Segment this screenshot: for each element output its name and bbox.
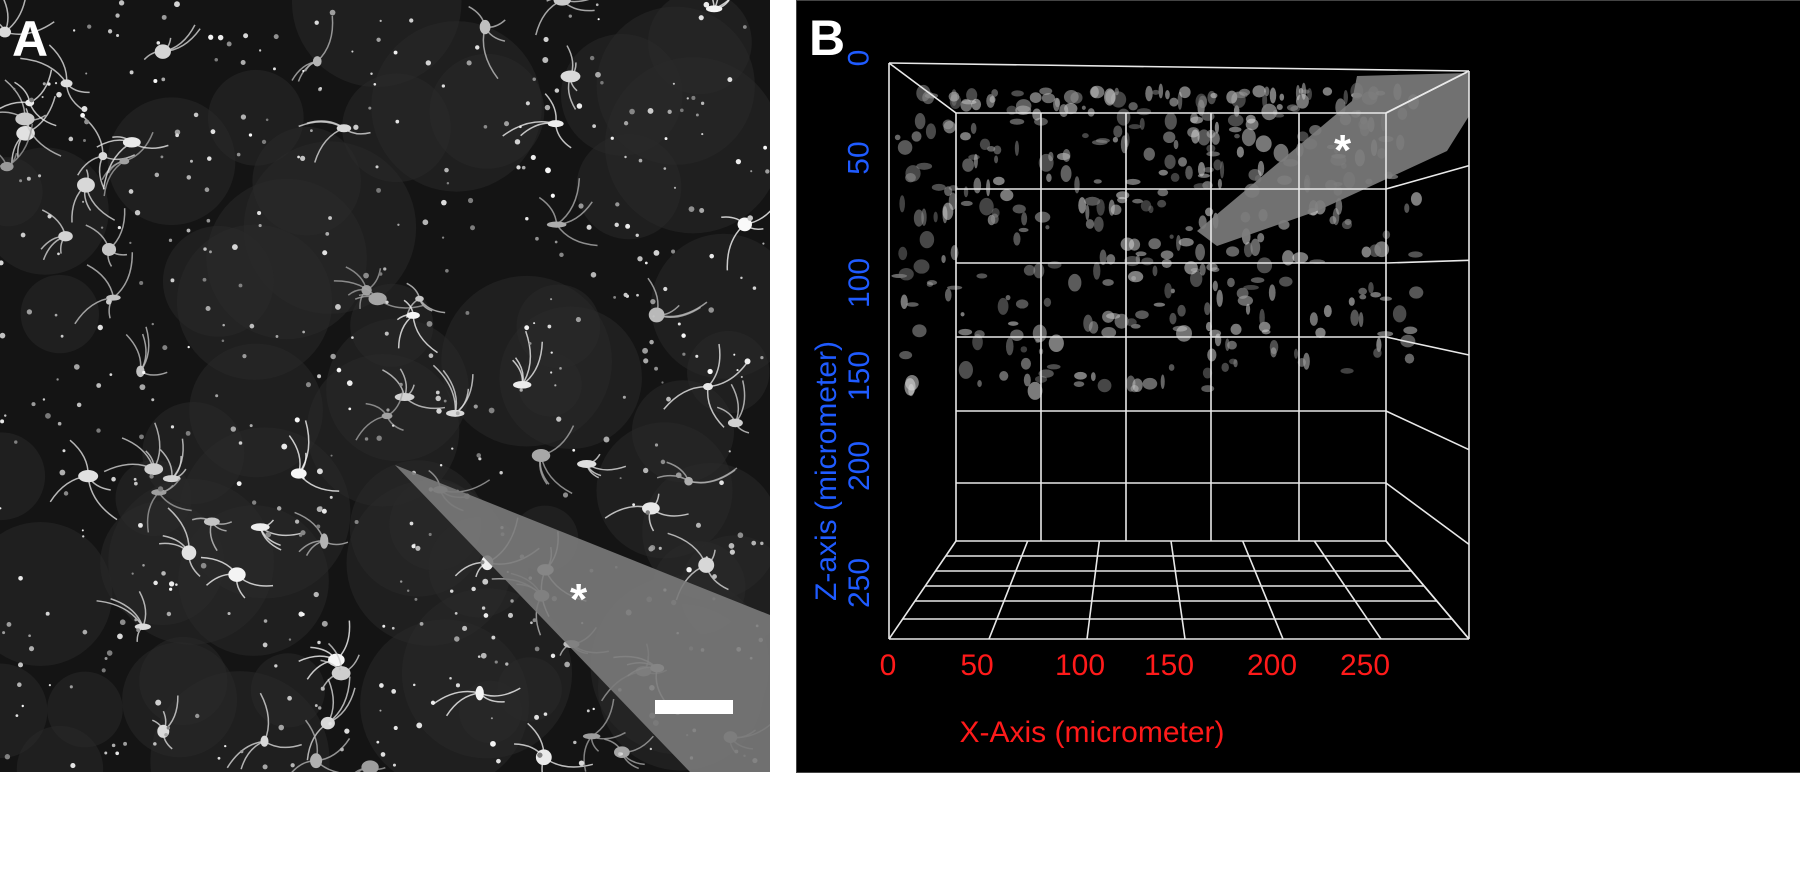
microglia-cell <box>101 242 117 256</box>
microglia-cell <box>78 470 99 483</box>
microglia-cell <box>698 557 715 573</box>
microglia-cell <box>136 365 145 378</box>
microglia-cell <box>60 79 73 88</box>
microglia-cell <box>614 746 630 758</box>
grid-line <box>1385 259 1470 264</box>
microglia-cell <box>361 760 379 772</box>
microglia-cell <box>642 502 660 515</box>
microglia-cell <box>134 623 151 630</box>
x-tick: 0 <box>879 649 897 682</box>
microglia-cell <box>648 307 665 323</box>
microglia-cell <box>737 217 752 232</box>
microglia-cell <box>58 231 73 242</box>
pipette <box>395 465 770 772</box>
pipette-3d <box>1197 73 1469 246</box>
microglia-cell <box>446 409 465 417</box>
microglia-cell <box>290 468 307 479</box>
grid-line <box>1385 410 1470 451</box>
microglia-cell <box>319 533 329 549</box>
grid-line <box>1385 70 1470 114</box>
grid-line <box>1385 482 1470 545</box>
panel-a-microscopy-image: A * <box>0 0 770 772</box>
microglia-cell <box>547 120 564 128</box>
microglia-cell <box>228 567 246 582</box>
microglia-cell <box>122 137 141 148</box>
scale-bar <box>655 700 733 714</box>
microglia-image <box>0 0 770 772</box>
microglia-cell <box>705 5 723 13</box>
z-tick: 100 <box>843 257 877 309</box>
x-tick: 200 <box>1246 649 1298 682</box>
grid-line <box>988 540 1029 640</box>
microglia-cell <box>394 393 415 402</box>
microglia-cell <box>154 44 171 59</box>
microglia-cell <box>250 523 270 532</box>
grid-line <box>1086 540 1101 640</box>
grid-line <box>1241 540 1284 640</box>
pipette-marker: * <box>570 575 588 624</box>
microglia-cell <box>582 733 601 740</box>
microglia-cell <box>77 177 95 193</box>
grid-line <box>888 62 1470 72</box>
microglia-cell <box>260 735 269 747</box>
microglia-cell <box>0 26 12 38</box>
microglia-cell <box>546 221 567 228</box>
microglia-cell <box>119 157 130 165</box>
panel-b-label: B <box>809 10 846 66</box>
microglia-cell <box>331 666 351 681</box>
z-tick: 200 <box>843 440 877 492</box>
microglia-cell <box>684 476 693 486</box>
microglia-cell <box>531 448 551 462</box>
x-tick: 150 <box>1143 649 1195 682</box>
microglia-cell <box>479 19 491 35</box>
microglia-cell <box>98 151 108 161</box>
z-tick: 250 <box>843 557 877 609</box>
microglia-cell <box>513 381 532 389</box>
microglia-cell <box>0 161 14 172</box>
microglia-cell <box>381 412 393 420</box>
microglia-cell <box>475 685 484 701</box>
grid-line <box>888 540 957 640</box>
microglia-cell <box>406 311 420 319</box>
microglia-cell <box>328 653 345 667</box>
grid-line <box>1385 336 1470 356</box>
z-tick: 150 <box>843 350 877 402</box>
grid-line <box>1313 540 1382 640</box>
microglia-cell <box>312 56 322 67</box>
z-axis-label: Z-axis (micrometer) <box>810 341 843 601</box>
microglia-cell <box>703 383 713 391</box>
grid-line <box>1385 164 1470 190</box>
z-tick: 0 <box>842 49 876 67</box>
microglia-cell <box>336 124 352 133</box>
grid-line <box>888 62 957 114</box>
microglia-cell <box>151 489 167 496</box>
microglia-cell <box>106 294 121 301</box>
x-tick: 100 <box>1054 649 1106 682</box>
microglia-cell <box>415 295 424 302</box>
x-tick: 250 <box>1339 649 1391 682</box>
z-tick: 50 <box>842 141 876 175</box>
grid-line <box>1170 540 1186 640</box>
microglia-cell <box>553 0 571 6</box>
x-tick: 50 <box>960 649 994 682</box>
microglia-cell <box>320 716 335 730</box>
3d-volume-render <box>888 62 1470 640</box>
panel-b-3d-reconstruction: B * 0 50 100 150 200 250 Z-axis (microme… <box>796 0 1800 773</box>
microglia-cell <box>144 463 164 475</box>
microglia-cell <box>727 418 743 428</box>
microglia-cell <box>368 292 387 306</box>
panel-a-label: A <box>12 11 49 67</box>
microglia-cell <box>560 70 581 83</box>
microglia-cell <box>310 753 323 769</box>
microglia-cell <box>577 460 597 468</box>
pipette-marker-3d: * <box>1334 126 1352 175</box>
microglia-cell <box>162 475 181 483</box>
microglia-cell <box>15 112 35 126</box>
x-axis-label: X-Axis (micrometer) <box>959 716 1225 749</box>
grid-line <box>1385 540 1470 640</box>
microglia-cell <box>203 517 220 526</box>
microglia-cell <box>181 545 197 561</box>
